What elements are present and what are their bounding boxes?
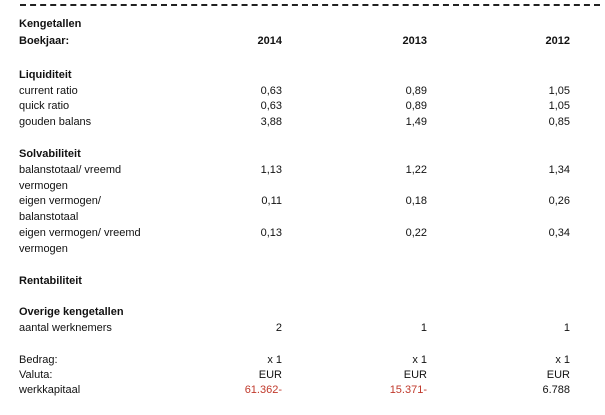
cell-gouden-balans-2013: 1,49 [405, 116, 427, 128]
cell-balanstotaal-vreemd-2012: 1,34 [548, 164, 570, 176]
page-title: Kengetallen [19, 18, 82, 30]
cell-balanstotaal-vreemd-2013: 1,22 [405, 164, 427, 176]
cell-eigen-vreemd-2012: 0,34 [548, 227, 570, 239]
year-header-2012: 2012 [545, 35, 570, 47]
cell-quick-ratio-2013: 0,89 [405, 100, 427, 112]
cell-quick-ratio-2012: 1,05 [548, 100, 570, 112]
row-label-aantal-werknemers: aantal werknemers [19, 322, 112, 334]
row-label-werkkapitaal: werkkapitaal [19, 384, 81, 396]
cell-valuta-2014: EUR [258, 369, 282, 381]
cell-aantal-werknemers-2013: 1 [420, 322, 427, 334]
row-label-eigen-balans-line1: eigen vermogen/ [19, 195, 101, 207]
section-heading-liquiditeit: Liquiditeit [19, 69, 72, 81]
section-heading-solvabiliteit: Solvabiliteit [19, 148, 81, 160]
cell-gouden-balans-2012: 0,85 [548, 116, 570, 128]
cell-valuta-2013: EUR [403, 369, 427, 381]
cell-current-ratio-2012: 1,05 [548, 85, 570, 97]
cell-current-ratio-2013: 0,89 [405, 85, 427, 97]
row-label-eigen-vreemd-line2: vermogen [19, 243, 68, 255]
cell-aantal-werknemers-2014: 2 [275, 322, 282, 334]
cell-eigen-vreemd-2014: 0,13 [260, 227, 282, 239]
section-heading-overige: Overige kengetallen [19, 306, 124, 318]
cell-eigen-balans-2013: 0,18 [405, 195, 427, 207]
top-dashed-rule [20, 4, 600, 6]
cell-bedrag-2014: x 1 [267, 354, 282, 366]
row-label-quick-ratio: quick ratio [19, 100, 70, 112]
cell-bedrag-2012: x 1 [555, 354, 570, 366]
cell-eigen-balans-2014: 0,11 [261, 195, 282, 207]
cell-gouden-balans-2014: 3,88 [260, 116, 282, 128]
row-label-eigen-balans-line2: balanstotaal [19, 211, 79, 223]
cell-balanstotaal-vreemd-2014: 1,13 [260, 164, 282, 176]
row-label-valuta: Valuta: [19, 369, 53, 381]
year-header-2013: 2013 [402, 35, 427, 47]
cell-bedrag-2013: x 1 [412, 354, 427, 366]
section-heading-rentabiliteit: Rentabiliteit [19, 275, 82, 287]
cell-werkkapitaal-2013: 15.371- [389, 384, 427, 396]
cell-aantal-werknemers-2012: 1 [563, 322, 570, 334]
row-label-balanstotaal-vreemd-line1: balanstotaal/ vreemd [19, 164, 122, 176]
row-label-gouden-balans: gouden balans [19, 116, 92, 128]
cell-werkkapitaal-2014: 61.362- [244, 384, 282, 396]
row-label-current-ratio: current ratio [19, 85, 78, 97]
cell-eigen-vreemd-2013: 0,22 [405, 227, 427, 239]
year-label: Boekjaar: [19, 35, 70, 47]
row-label-eigen-vreemd-line1: eigen vermogen/ vreemd [19, 227, 141, 239]
cell-quick-ratio-2014: 0,63 [260, 100, 282, 112]
row-label-bedrag: Bedrag: [19, 354, 58, 366]
cell-valuta-2012: EUR [546, 369, 570, 381]
year-header-2014: 2014 [257, 35, 282, 47]
row-label-balanstotaal-vreemd-line2: vermogen [19, 180, 68, 192]
cell-werkkapitaal-2012: 6.788 [542, 384, 570, 396]
cell-eigen-balans-2012: 0,26 [548, 195, 570, 207]
cell-current-ratio-2014: 0,63 [260, 85, 282, 97]
